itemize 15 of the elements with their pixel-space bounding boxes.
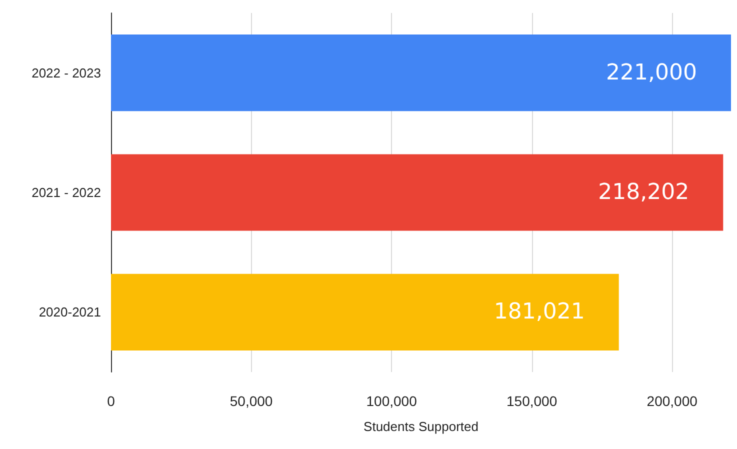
x-tick-label: 100,000 — [366, 393, 418, 409]
bar — [111, 34, 731, 112]
data-label: 218,202 — [598, 180, 690, 205]
x-tick-label: 200,000 — [646, 393, 698, 409]
y-tick-label: 2020-2021 — [38, 304, 101, 320]
data-label: 181,021 — [494, 300, 585, 325]
x-axis-title: Students Supported — [364, 419, 478, 434]
x-tick-label: 50,000 — [230, 393, 273, 409]
x-tick-label: 0 — [107, 393, 116, 409]
bar — [111, 154, 724, 231]
data-label: 221,000 — [606, 60, 697, 86]
y-tick-label: 2022 - 2023 — [32, 65, 101, 80]
bar — [111, 274, 619, 350]
x-tick-label: 150,000 — [506, 393, 558, 409]
y-tick-label: 2021 - 2022 — [32, 185, 101, 200]
